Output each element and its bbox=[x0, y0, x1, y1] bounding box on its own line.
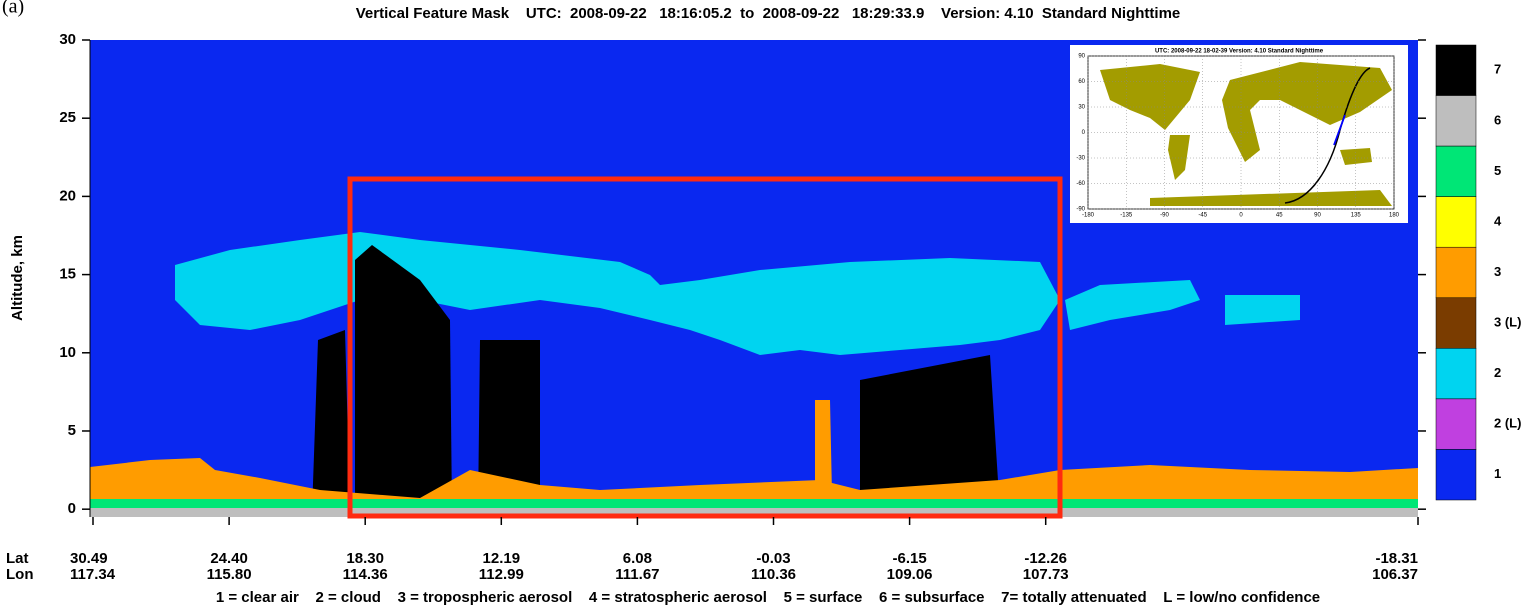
y-tick-label: 20 bbox=[59, 187, 76, 204]
x-tick-label: 12.19 bbox=[483, 550, 521, 567]
y-tick-label: 5 bbox=[68, 422, 76, 439]
attenuated-region bbox=[312, 330, 1000, 512]
inset-lat-label: -30 bbox=[1076, 156, 1085, 162]
inset-lon-label: -180 bbox=[1082, 213, 1095, 219]
inset-lat-label: 90 bbox=[1078, 54, 1085, 60]
inset-lon-label: 0 bbox=[1239, 213, 1243, 219]
inset-lon-label: 45 bbox=[1276, 213, 1283, 219]
x-tick-label: 110.36 bbox=[751, 566, 796, 583]
legend-label: 1 bbox=[1494, 466, 1501, 481]
x-row-label: Lat bbox=[6, 550, 29, 567]
legend-label: 3 (L) bbox=[1494, 314, 1521, 329]
legend-swatch bbox=[1435, 398, 1477, 450]
x-tick-label: 6.08 bbox=[623, 550, 652, 567]
inset-lon-label: -90 bbox=[1160, 213, 1169, 219]
x-tick-label: -12.26 bbox=[1024, 550, 1067, 567]
legend-label: 5 bbox=[1494, 163, 1501, 178]
x-tick-label: 18.30 bbox=[346, 550, 384, 567]
inset-lon-label: -135 bbox=[1120, 213, 1133, 219]
x-tick-label: 112.99 bbox=[479, 566, 524, 583]
legend-label: 6 bbox=[1494, 112, 1501, 127]
legend-swatch bbox=[1435, 348, 1477, 400]
chart-title: Vertical Feature Mask UTC: 2008-09-22 18… bbox=[356, 5, 1181, 22]
orbit-segment bbox=[1333, 114, 1346, 146]
x-tick-label: -0.03 bbox=[756, 550, 790, 567]
legend-swatch bbox=[1435, 95, 1477, 147]
subsurface-layer bbox=[90, 508, 1418, 517]
inset-lon-label: 90 bbox=[1314, 213, 1321, 219]
x-tick-label: -6.15 bbox=[892, 550, 926, 567]
surface-layer bbox=[90, 499, 1418, 508]
x-tick-label: 115.80 bbox=[207, 566, 252, 583]
inset-map: UTC: 2008-09-22 18-02-39 Version: 4.10 S… bbox=[1070, 45, 1408, 223]
x-tick-label: 24.40 bbox=[210, 550, 248, 567]
x-row-label: Lon bbox=[6, 566, 34, 583]
legend-label: 2 (L) bbox=[1494, 416, 1521, 431]
x-tick-label: 107.73 bbox=[1023, 566, 1069, 583]
legend-swatch bbox=[1435, 44, 1477, 96]
inset-lat-label: 0 bbox=[1082, 130, 1086, 136]
inset-lat-label: -90 bbox=[1076, 207, 1085, 213]
aerosol-region bbox=[815, 400, 832, 495]
legend-swatch bbox=[1435, 449, 1477, 501]
y-tick-label: 15 bbox=[59, 266, 76, 283]
y-tick-label: 10 bbox=[59, 344, 76, 361]
x-tick-label: 109.06 bbox=[887, 566, 933, 583]
x-tick-label: 106.37 bbox=[1372, 566, 1418, 583]
inset-title: UTC: 2008-09-22 18-02-39 Version: 4.10 S… bbox=[1155, 49, 1324, 55]
x-tick-label: 114.36 bbox=[343, 566, 388, 583]
inset-lon-label: 180 bbox=[1389, 213, 1400, 219]
y-tick-label: 30 bbox=[59, 31, 76, 48]
inset-lon-label: -45 bbox=[1198, 213, 1207, 219]
y-tick-label: 25 bbox=[59, 109, 76, 126]
inset-lon-label: 135 bbox=[1351, 213, 1362, 219]
legend-swatch bbox=[1435, 196, 1477, 248]
x-tick-label: 117.34 bbox=[70, 566, 116, 583]
legend-label: 2 bbox=[1494, 365, 1501, 380]
attenuated-region bbox=[355, 245, 452, 512]
inset-lat-label: 30 bbox=[1078, 105, 1085, 111]
x-tick-label: 111.67 bbox=[615, 566, 659, 583]
inset-landmass bbox=[1100, 62, 1392, 206]
y-tick-label: 0 bbox=[68, 500, 76, 517]
panel-label: (a) bbox=[2, 0, 24, 18]
legend-swatch bbox=[1435, 246, 1477, 299]
y-axis-label: Altitude, km bbox=[9, 235, 26, 321]
legend-swatch bbox=[1435, 297, 1477, 349]
caption: 1 = clear air 2 = cloud 3 = tropospheric… bbox=[216, 589, 1320, 606]
legend-swatch bbox=[1435, 145, 1477, 197]
inset-lat-label: 60 bbox=[1078, 79, 1085, 85]
highlight-box bbox=[347, 176, 1063, 519]
aerosol-region bbox=[90, 458, 1418, 505]
cloud-region bbox=[1065, 280, 1300, 330]
legend-label: 3 bbox=[1494, 264, 1501, 279]
x-tick-label: 30.49 bbox=[70, 550, 108, 567]
x-tick-label: -18.31 bbox=[1375, 550, 1418, 567]
legend-label: 7 bbox=[1494, 62, 1501, 77]
inset-lat-label: -60 bbox=[1076, 181, 1085, 187]
legend-label: 4 bbox=[1494, 213, 1502, 228]
